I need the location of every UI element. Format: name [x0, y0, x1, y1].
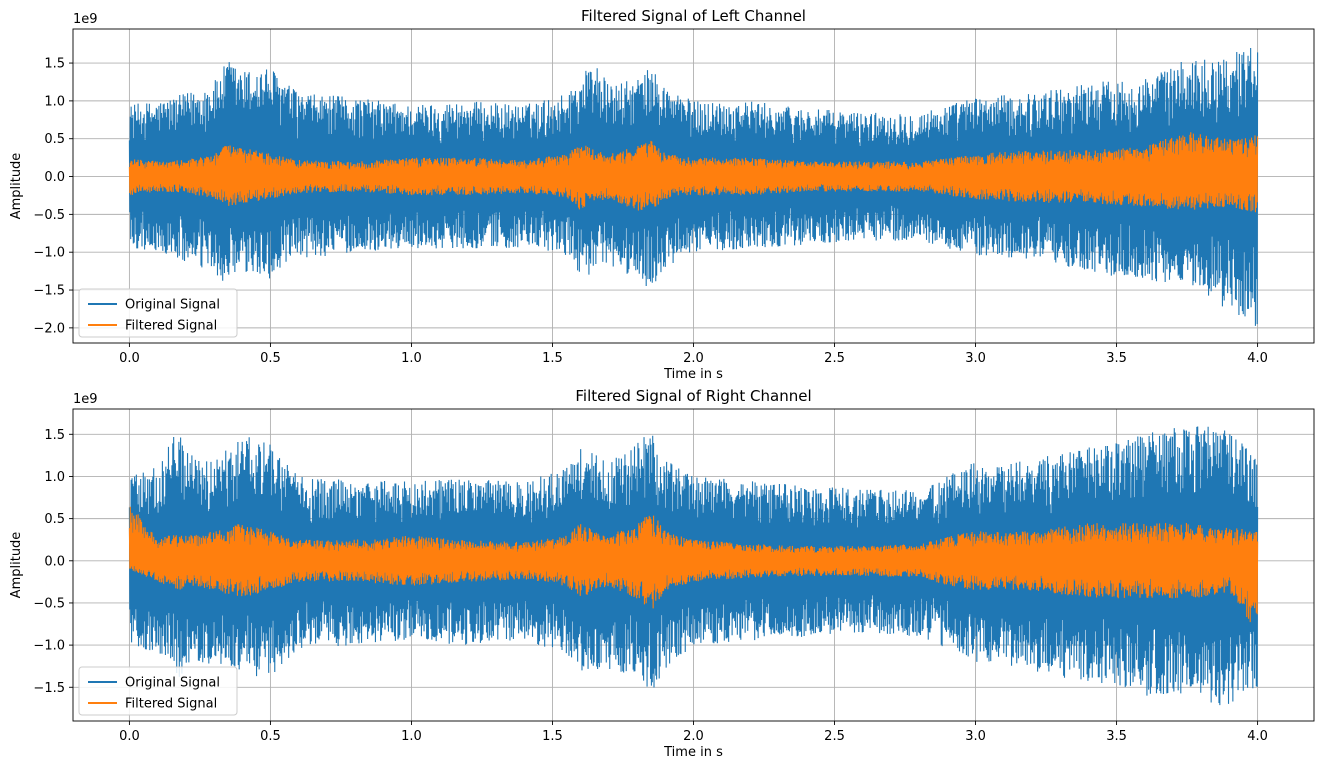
- legend: Original Signal Filtered Signal: [78, 288, 238, 338]
- legend-box: [78, 288, 238, 338]
- x-tick-label: 1.0: [401, 729, 422, 744]
- plot-area: [73, 409, 1314, 721]
- x-axis-label: Time in s: [663, 745, 723, 760]
- series-original-signal: [128, 426, 1259, 706]
- y-axis-label: Amplitude: [9, 153, 24, 220]
- legend-label-original: Original Signal: [125, 298, 220, 313]
- x-tick-label: 0.0: [119, 351, 140, 366]
- x-axis-label: Time in s: [663, 367, 723, 382]
- y-offset-label: 1e9: [73, 12, 98, 27]
- y-tick-label: −0.5: [33, 596, 65, 611]
- chart-left-channel: Filtered Signal of Left Channel 1e9 Time…: [9, 7, 1315, 382]
- y-tick-label: −2.0: [33, 321, 65, 336]
- x-tick-label: 0.5: [260, 729, 281, 744]
- axes-frame: [72, 28, 1315, 344]
- series-filtered-signal: [128, 132, 1259, 213]
- y-tick-label: 0.0: [44, 554, 65, 569]
- chart-right-channel: Filtered Signal of Right Channel 1e9 Tim…: [9, 387, 1315, 760]
- y-tick-label: 1.5: [44, 428, 65, 443]
- y-tick-label: 1.0: [44, 470, 65, 485]
- x-tick-label: 2.5: [824, 729, 845, 744]
- x-tick-label: 1.0: [401, 351, 422, 366]
- y-tick-label: −1.5: [33, 681, 65, 696]
- y-tick-label: 1.0: [44, 94, 65, 109]
- legend: Original Signal Filtered Signal: [78, 666, 238, 716]
- chart-title: Filtered Signal of Right Channel: [575, 387, 811, 405]
- y-tick-label: 0.5: [44, 512, 65, 527]
- x-tick-label: 3.5: [1106, 729, 1127, 744]
- x-tick-label: 3.5: [1106, 351, 1127, 366]
- series-filtered-signal: [128, 506, 1259, 623]
- axes-frame: [72, 408, 1315, 722]
- y-tick-label: −1.0: [33, 639, 65, 654]
- y-axis-label: Amplitude: [9, 532, 24, 599]
- axis-ticks: 0.0 0.5 1.0 1.5 2.0 2.5 3.0 3.5 4.0 1.5 1.0 0.5 0.0 −…: [33, 57, 1268, 366]
- legend-label-filtered: Filtered Signal: [125, 697, 217, 712]
- x-tick-label: 1.5: [542, 729, 563, 744]
- plot-area: [73, 29, 1314, 343]
- x-tick-label: 2.0: [683, 729, 704, 744]
- x-tick-label: 3.0: [965, 351, 986, 366]
- x-tick-label: 1.5: [542, 351, 563, 366]
- axis-ticks: 0.0 0.5 1.0 1.5 2.0 2.5 3.0 3.5 4.0 1.5 1.0 0.5 0.0 −…: [33, 428, 1268, 744]
- y-tick-label: −1.5: [33, 284, 65, 299]
- x-tick-label: 2.0: [683, 351, 704, 366]
- x-tick-label: 0.0: [119, 729, 140, 744]
- x-tick-label: 0.5: [260, 351, 281, 366]
- legend-label-original: Original Signal: [125, 676, 220, 691]
- y-offset-label: 1e9: [73, 392, 98, 407]
- y-tick-label: 0.0: [44, 170, 65, 185]
- x-tick-label: 4.0: [1247, 351, 1268, 366]
- x-tick-label: 4.0: [1247, 729, 1268, 744]
- legend-box: [78, 666, 238, 716]
- chart-title: Filtered Signal of Left Channel: [581, 7, 806, 25]
- y-tick-label: −0.5: [33, 208, 65, 223]
- x-tick-label: 3.0: [965, 729, 986, 744]
- y-tick-label: 1.5: [44, 57, 65, 72]
- legend-label-filtered: Filtered Signal: [125, 319, 217, 334]
- y-tick-label: 0.5: [44, 132, 65, 147]
- y-tick-label: −1.0: [33, 246, 65, 261]
- x-tick-label: 2.5: [824, 351, 845, 366]
